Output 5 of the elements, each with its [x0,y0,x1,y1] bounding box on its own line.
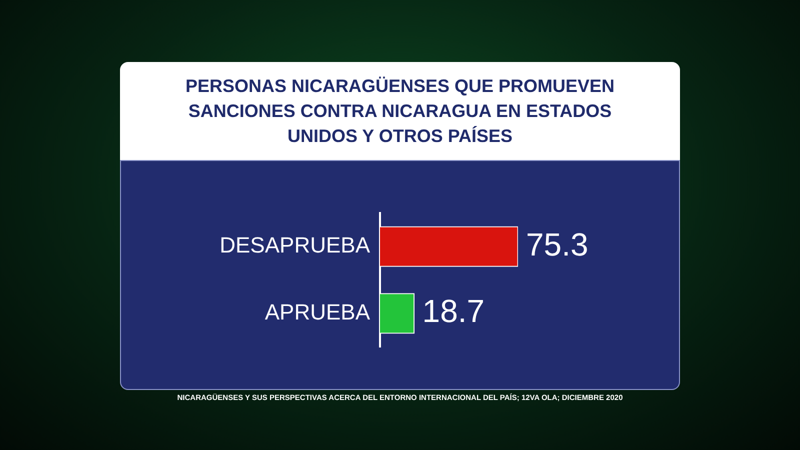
y-tick-label: DESAPRUEBA [220,232,370,258]
data-label: 75.3 [526,226,588,262]
chart-title: PERSONAS NICARAGÜENSES QUE PROMUEVEN SANCIONES CONTRA NICARAGUA EN ESTADOS UNIDOS Y OTROS PAÍSES [184,74,616,148]
data-label: 18.7 [422,293,485,330]
y-tick-label: APRUEBA [264,299,370,324]
